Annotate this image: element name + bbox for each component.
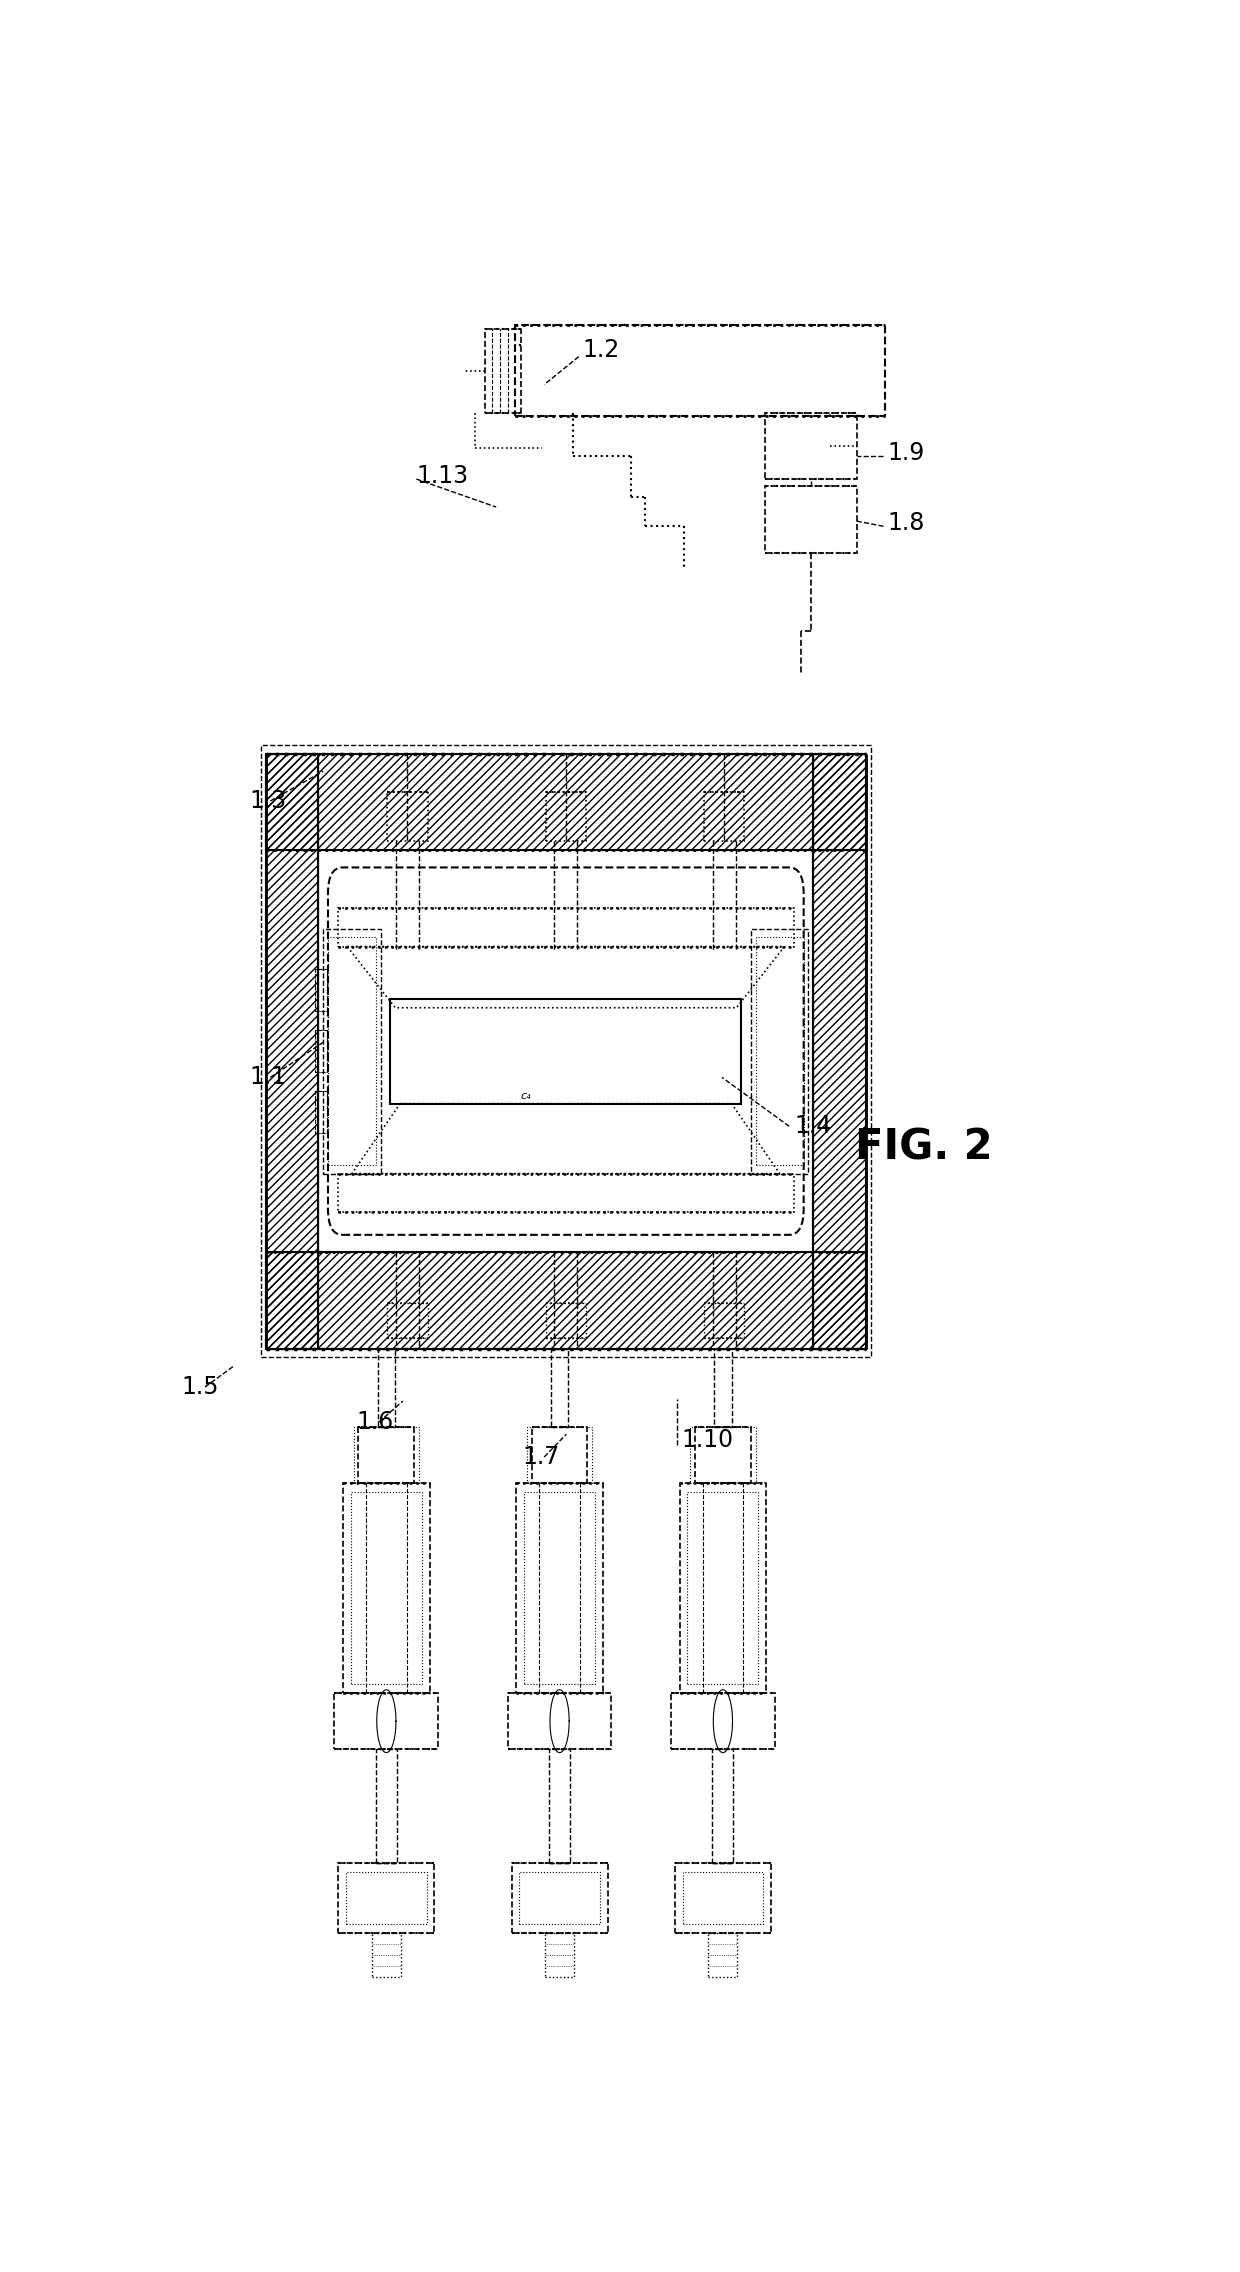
Bar xyxy=(265,754,866,850)
Text: 1.9: 1.9 xyxy=(888,441,925,466)
Bar xyxy=(507,1693,611,1749)
Bar xyxy=(687,1493,759,1684)
Bar xyxy=(343,1484,429,1693)
Text: 1.4: 1.4 xyxy=(794,1113,831,1138)
Text: 1.8: 1.8 xyxy=(888,511,925,534)
Bar xyxy=(337,909,794,947)
Text: 1.10: 1.10 xyxy=(682,1427,734,1452)
Bar xyxy=(353,1427,419,1484)
Bar xyxy=(680,1484,766,1693)
Bar xyxy=(546,1933,574,1977)
Bar xyxy=(335,1693,438,1749)
Bar xyxy=(527,1427,593,1484)
Bar xyxy=(327,938,376,1166)
Bar xyxy=(696,1427,750,1484)
Bar xyxy=(372,1933,401,1977)
Bar xyxy=(520,1872,600,1924)
Text: 1.13: 1.13 xyxy=(417,463,469,488)
Bar xyxy=(339,1863,434,1933)
Bar xyxy=(813,754,866,1350)
Bar xyxy=(358,1427,414,1484)
Bar xyxy=(324,929,381,1175)
Bar xyxy=(704,1304,744,1338)
Text: FIG. 2: FIG. 2 xyxy=(856,1127,992,1168)
Bar xyxy=(516,325,885,416)
Bar xyxy=(315,1029,327,1072)
Bar xyxy=(391,1000,742,1104)
Bar xyxy=(265,754,866,850)
Bar xyxy=(260,745,870,1356)
Bar xyxy=(708,1933,738,1977)
Bar xyxy=(265,754,319,1350)
Text: 1.6: 1.6 xyxy=(357,1411,394,1434)
Bar xyxy=(315,968,327,1011)
Bar xyxy=(551,1350,568,1427)
Text: c₄: c₄ xyxy=(521,1091,532,1102)
Text: 1.1: 1.1 xyxy=(249,1066,286,1088)
Bar xyxy=(671,1693,775,1749)
Text: 1.3: 1.3 xyxy=(249,788,286,813)
Text: 1.5: 1.5 xyxy=(182,1375,219,1400)
Bar xyxy=(813,754,866,1350)
Bar xyxy=(712,1749,734,1863)
Bar xyxy=(714,1350,732,1427)
Text: 1.7: 1.7 xyxy=(522,1445,559,1470)
Bar xyxy=(750,929,808,1175)
Bar xyxy=(378,1350,396,1427)
Bar xyxy=(485,329,521,414)
Bar xyxy=(337,1175,794,1211)
Bar xyxy=(546,1304,587,1338)
Bar xyxy=(315,1091,327,1134)
Bar xyxy=(691,1427,755,1484)
Bar xyxy=(387,1304,428,1338)
Bar xyxy=(549,1749,570,1863)
Bar xyxy=(755,938,804,1166)
Bar xyxy=(516,1484,603,1693)
Bar xyxy=(315,1029,327,1072)
Bar xyxy=(315,1091,327,1134)
Bar xyxy=(675,1863,771,1933)
Bar xyxy=(265,1252,866,1350)
Bar xyxy=(346,1872,427,1924)
Bar xyxy=(315,968,327,1011)
Bar xyxy=(765,414,857,479)
Bar xyxy=(512,1863,608,1933)
Bar xyxy=(387,793,428,841)
Bar xyxy=(765,486,857,552)
Bar xyxy=(351,1493,422,1684)
Bar xyxy=(704,793,744,841)
Bar xyxy=(265,1252,866,1350)
Bar xyxy=(376,1749,397,1863)
Bar xyxy=(525,1493,595,1684)
Text: 1.2: 1.2 xyxy=(583,339,620,361)
Bar xyxy=(532,1427,588,1484)
Bar xyxy=(265,754,319,1350)
Bar xyxy=(546,793,587,841)
Bar xyxy=(682,1872,764,1924)
